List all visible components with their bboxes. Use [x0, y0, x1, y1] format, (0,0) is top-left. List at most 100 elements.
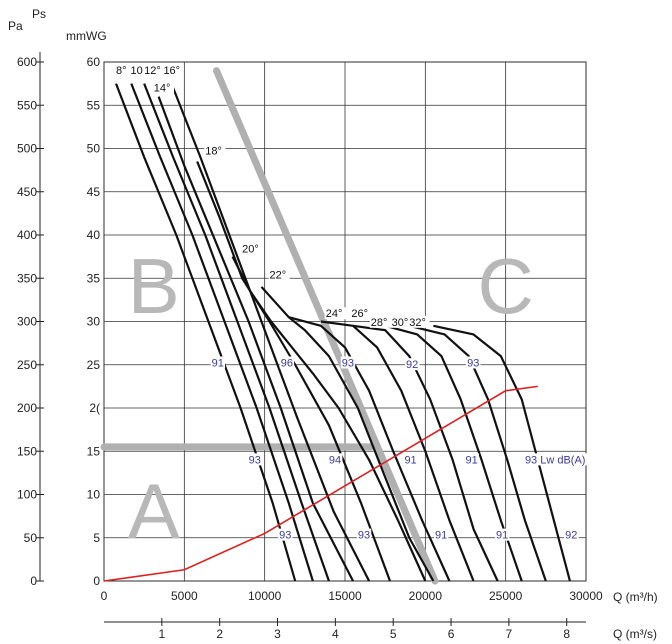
blade-angle-labels: 8° 10°12° 16° 14° 18° 20° 22° 24° 26°28° 30° 32°	[115, 64, 430, 329]
db-label-bg	[464, 453, 479, 466]
angle-label-bg	[162, 64, 184, 77]
fan-curve-30deg	[384, 324, 523, 582]
db-label-bg	[523, 453, 595, 466]
db-label: 92	[565, 530, 577, 542]
pa-tick-label: 300	[17, 315, 37, 329]
fan-curve-22deg	[260, 286, 435, 582]
mmwg-tick-label: 55	[87, 98, 101, 112]
angle-label-bg	[369, 315, 391, 328]
angle-label: 26°	[351, 308, 368, 320]
angle-label: 28°	[371, 317, 388, 329]
m3s-tick-label: 4	[332, 627, 339, 641]
db-label-bg	[210, 356, 226, 369]
mmwg-tick-label: 5	[93, 531, 100, 545]
pa-tick-label: 400	[17, 228, 37, 242]
region-border-diagonal	[212, 67, 439, 585]
angle-label: 32°	[409, 317, 426, 329]
db-label-bg	[405, 358, 420, 371]
angle-label-bg	[115, 64, 130, 77]
angle-label-bg	[350, 307, 372, 320]
angle-label: 12°	[144, 65, 161, 77]
angle-label-bg	[390, 315, 412, 328]
db-label-bg	[278, 528, 293, 541]
m3s-tick-label: 3	[274, 627, 281, 641]
db-label: 93	[279, 530, 291, 542]
db-label: 93	[358, 530, 370, 542]
region-label-c: C	[477, 242, 533, 330]
fan-curve-24deg	[288, 316, 451, 582]
q-m3h-unit-label: Q (m³/h)	[613, 590, 658, 604]
pa-tick-label: 350	[17, 271, 37, 285]
mmwg-tick-label: 45	[87, 185, 101, 199]
db-label-bg	[466, 356, 481, 369]
sound-power-labels: 91 96 93 92 93 93 94 91 91 93 Lw dB(A) 93 93 91 91 92	[210, 356, 595, 542]
angle-label-bg	[143, 64, 165, 77]
angle-label: 24°	[326, 308, 343, 320]
angle-label: 20°	[242, 243, 259, 255]
db-label-bg	[564, 528, 579, 541]
mmwg-unit-label: mmWG	[66, 29, 107, 43]
db-label: 93	[249, 454, 261, 466]
region-borders	[100, 67, 439, 585]
fan-curve-18deg	[196, 161, 392, 582]
x-tick-label: 0	[101, 589, 108, 603]
angle-label: 22°	[269, 269, 286, 281]
angle-label-bg	[204, 144, 226, 157]
angle-label: 8°	[116, 65, 127, 77]
db-label-bg	[403, 453, 418, 466]
db-label-bg	[327, 453, 343, 466]
db-label: 96	[281, 357, 293, 369]
system-curve	[103, 385, 538, 582]
fan-curve-20deg	[231, 256, 427, 582]
m3s-tick-label: 8	[563, 627, 570, 641]
db-label-bg	[279, 356, 295, 369]
m3s-tick-label: 1	[158, 627, 165, 641]
db-label-bg	[433, 528, 449, 541]
x-tick-label: 30000	[569, 589, 603, 603]
pa-tick-label: 200	[17, 401, 37, 415]
angle-label-bg	[152, 81, 175, 94]
mmwg-tick-label: 60	[87, 55, 101, 69]
angle-label: 16°	[163, 65, 180, 77]
pa-unit-label: Pa	[8, 19, 23, 33]
fan-curve-16deg	[170, 83, 371, 582]
db-label: 91	[404, 454, 416, 466]
mmwg-tick-label: 10	[87, 488, 101, 502]
fan-curve-8deg	[115, 83, 297, 582]
pa-tick-label: 550	[17, 98, 37, 112]
db-label-bg	[495, 528, 510, 541]
x-tick-label: 25000	[489, 589, 523, 603]
axes: 0501001502002503003504004505005506000510…	[17, 52, 603, 641]
angle-label: 18°	[205, 146, 222, 158]
angle-label: 10°	[131, 65, 148, 77]
db-label: 93	[467, 357, 479, 369]
mmwg-tick-label: 15	[87, 444, 101, 458]
pa-tick-label: 150	[17, 444, 37, 458]
x-tick-label: 15000	[328, 589, 362, 603]
region-label-a: A	[128, 467, 180, 555]
angle-label-bg	[268, 268, 290, 281]
q-m3s-unit-label: Q (m³/s)	[613, 627, 657, 641]
db-label: 93 Lw dB(A)	[525, 454, 586, 466]
fan-curve-10deg	[130, 83, 314, 582]
db-label: 91	[496, 530, 508, 542]
system-resistance-curve	[103, 385, 538, 582]
m3s-tick-label: 6	[448, 627, 455, 641]
mmwg-tick-label: 25	[87, 358, 101, 372]
db-label: 94	[329, 454, 341, 466]
db-label: 91	[466, 454, 478, 466]
mmwg-tick-label: 50	[87, 142, 101, 156]
pa-tick-label: 500	[17, 142, 37, 156]
angle-label-bg	[241, 242, 263, 255]
db-label: 91	[435, 530, 447, 542]
pa-tick-label: 600	[17, 55, 37, 69]
x-tick-label: 5000	[171, 589, 198, 603]
angle-label: 30°	[392, 317, 409, 329]
mmwg-tick-label: 35	[87, 271, 101, 285]
angle-label-bg	[408, 315, 430, 328]
mmwg-tick-label: 30	[87, 315, 101, 329]
region-labels: A B C	[128, 242, 534, 555]
db-label-bg	[356, 528, 372, 541]
pa-tick-label: 100	[17, 488, 37, 502]
x-tick-label: 20000	[409, 589, 443, 603]
